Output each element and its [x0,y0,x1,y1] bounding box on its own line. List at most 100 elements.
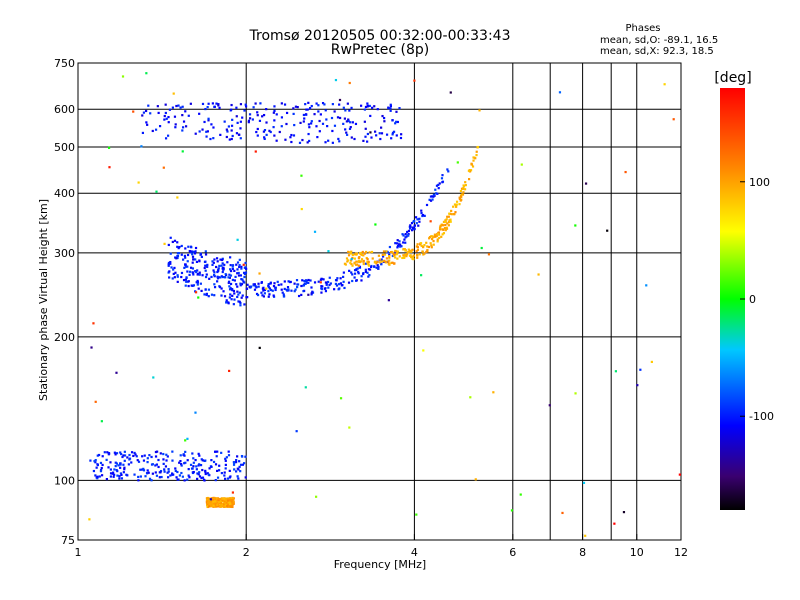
data-point [115,462,119,465]
data-point [316,135,319,139]
data-point [339,282,343,285]
data-point [204,250,207,253]
data-point [253,288,257,291]
data-point [95,466,98,469]
data-point [447,224,450,227]
data-point [181,150,184,153]
data-point [105,478,108,481]
data-point [223,295,227,298]
data-point [228,296,231,299]
data-point [96,475,99,478]
data-point [462,185,466,188]
data-point [186,478,189,481]
data-point [309,106,312,110]
data-point [212,137,215,140]
data-point [197,287,200,290]
data-point [362,272,365,276]
x-tick-label: 2 [243,546,250,559]
data-point [455,203,458,206]
data-point [215,102,218,105]
data-point [177,104,180,107]
data-point [205,135,208,138]
data-point [639,368,642,371]
data-point [185,276,188,280]
data-point [359,251,362,255]
data-point [217,103,220,106]
data-point [672,118,675,121]
data-point [180,271,184,275]
data-point [416,254,419,257]
data-point [366,104,369,107]
data-point [216,280,219,283]
data-point [221,275,225,279]
data-point [349,121,352,124]
data-point [391,254,394,258]
data-point [159,471,162,474]
chart-subtitle: RwPretec (8p) [331,42,429,58]
data-point [405,235,408,238]
data-point [342,271,345,274]
data-point [436,240,439,243]
data-point [423,252,426,255]
data-point [367,275,370,278]
data-point [351,264,354,267]
data-point [437,231,441,234]
data-point [221,270,224,274]
data-point [220,287,223,290]
phases-box: Phases mean, sd,O: -89.1, 16.5 mean, sd,… [600,23,718,57]
data-point [365,250,368,254]
data-point [344,128,347,131]
x-axis-ticks: 1 2 4 6 8 10 12 [75,534,688,559]
data-point [305,281,309,284]
data-point [349,251,352,254]
data-point [280,116,284,119]
data-point [183,266,186,269]
data-point [229,256,232,259]
data-point [216,450,219,453]
data-point [349,259,353,262]
data-point [166,455,169,458]
data-point [241,116,244,119]
data-point [395,110,398,113]
data-point [173,276,176,279]
data-point [210,275,213,279]
data-point [403,238,406,241]
data-point [173,115,177,118]
data-point [188,249,191,253]
data-point [240,278,243,281]
data-point [325,118,328,121]
data-point [164,137,168,140]
data-point [101,463,104,467]
data-point [311,291,315,294]
data-point [377,265,380,268]
data-point [154,471,157,474]
data-point [469,396,472,399]
data-point [452,213,455,216]
data-point [190,284,193,287]
data-point [433,233,437,236]
data-point [225,456,228,459]
data-point [350,271,353,274]
data-point [353,269,357,272]
data-point [206,505,209,508]
data-point [204,288,207,291]
data-point [201,476,205,479]
data-point [310,122,313,125]
data-point [216,270,219,274]
data-point [196,283,199,286]
data-point [197,296,200,299]
data-point [201,468,204,472]
data-point [366,132,369,136]
y-tick-label: 750 [54,57,75,70]
data-point [207,288,211,291]
data-point [228,369,231,373]
data-point [323,287,327,290]
data-point [147,104,150,107]
data-point [300,174,303,177]
data-point [172,473,175,476]
colorbar-tick-label: 100 [749,176,770,189]
data-point [353,137,356,141]
data-point [263,292,266,295]
data-point [210,123,213,126]
data-point [123,459,126,462]
